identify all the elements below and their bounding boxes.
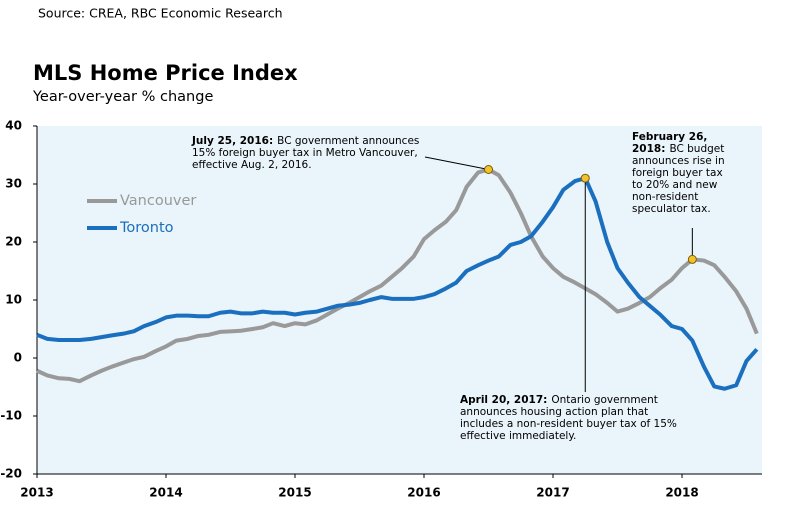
annotation: February 26, 2018: BC budget announces rise…: [632, 131, 725, 215]
legend-label: Vancouver: [120, 193, 196, 209]
y-tick-label: 10: [5, 293, 22, 307]
annotation-text: speculator tax.: [632, 203, 711, 215]
annotation-text: foreign buyer tax: [632, 167, 723, 179]
annotation-date: February 26,: [632, 131, 707, 143]
x-tick-label: 2017: [536, 486, 569, 500]
annotation-text: announces rise in: [632, 155, 725, 167]
y-tick-label: -10: [0, 409, 22, 423]
y-tick-label: 40: [5, 119, 22, 133]
y-tick-label: -20: [0, 467, 22, 481]
series-line: [36, 176, 759, 391]
annotation-text: 15% foreign buyer tax in Metro Vancouver…: [192, 147, 418, 159]
annotation-text: non-resident: [632, 191, 698, 203]
annotation-text: Ontario government: [551, 394, 657, 406]
x-tick-label: 2015: [278, 486, 311, 500]
annotation-marker: [580, 173, 590, 183]
chart-title: MLS Home Price Index: [33, 61, 298, 85]
annotation-date: July 25, 2016:: [191, 135, 273, 147]
leader-line: [424, 156, 489, 170]
annotation-text: effective Aug. 2, 2016.: [192, 159, 312, 171]
source: Source: CREA, RBC Economic Research: [38, 6, 283, 21]
annotation-text: includes a non-resident buyer tax of 15%: [460, 418, 677, 430]
annotation-text: to 20% and new: [632, 179, 718, 191]
y-tick-label: 20: [5, 235, 22, 249]
x-tick-label: 2013: [20, 486, 53, 500]
subtitle: Year-over-year % change: [32, 89, 213, 105]
annotation-date: April 20, 2017:: [460, 394, 547, 406]
x-tick-label: 2018: [665, 486, 698, 500]
x-tick-label: 2014: [149, 486, 182, 500]
legend-label: Toronto: [119, 220, 174, 236]
x-tick-label: 2016: [407, 486, 440, 500]
series-line: [36, 167, 759, 384]
annotation-marker: [687, 254, 697, 264]
annotation-text: announces housing action plan that: [460, 406, 648, 418]
annotation-date: 2018:: [632, 143, 665, 155]
annotation: July 25, 2016: BC government announces 15%…: [191, 135, 419, 171]
y-tick-label: 0: [14, 351, 22, 365]
annotation-text: BC budget: [669, 143, 724, 155]
annotation-text: effective immediately.: [460, 430, 576, 442]
y-tick-label: 30: [5, 177, 22, 191]
annotation: April 20, 2017: Ontario government announc…: [460, 394, 677, 442]
annotation-text: BC government announces: [277, 135, 419, 147]
annotation-marker: [484, 165, 494, 174]
